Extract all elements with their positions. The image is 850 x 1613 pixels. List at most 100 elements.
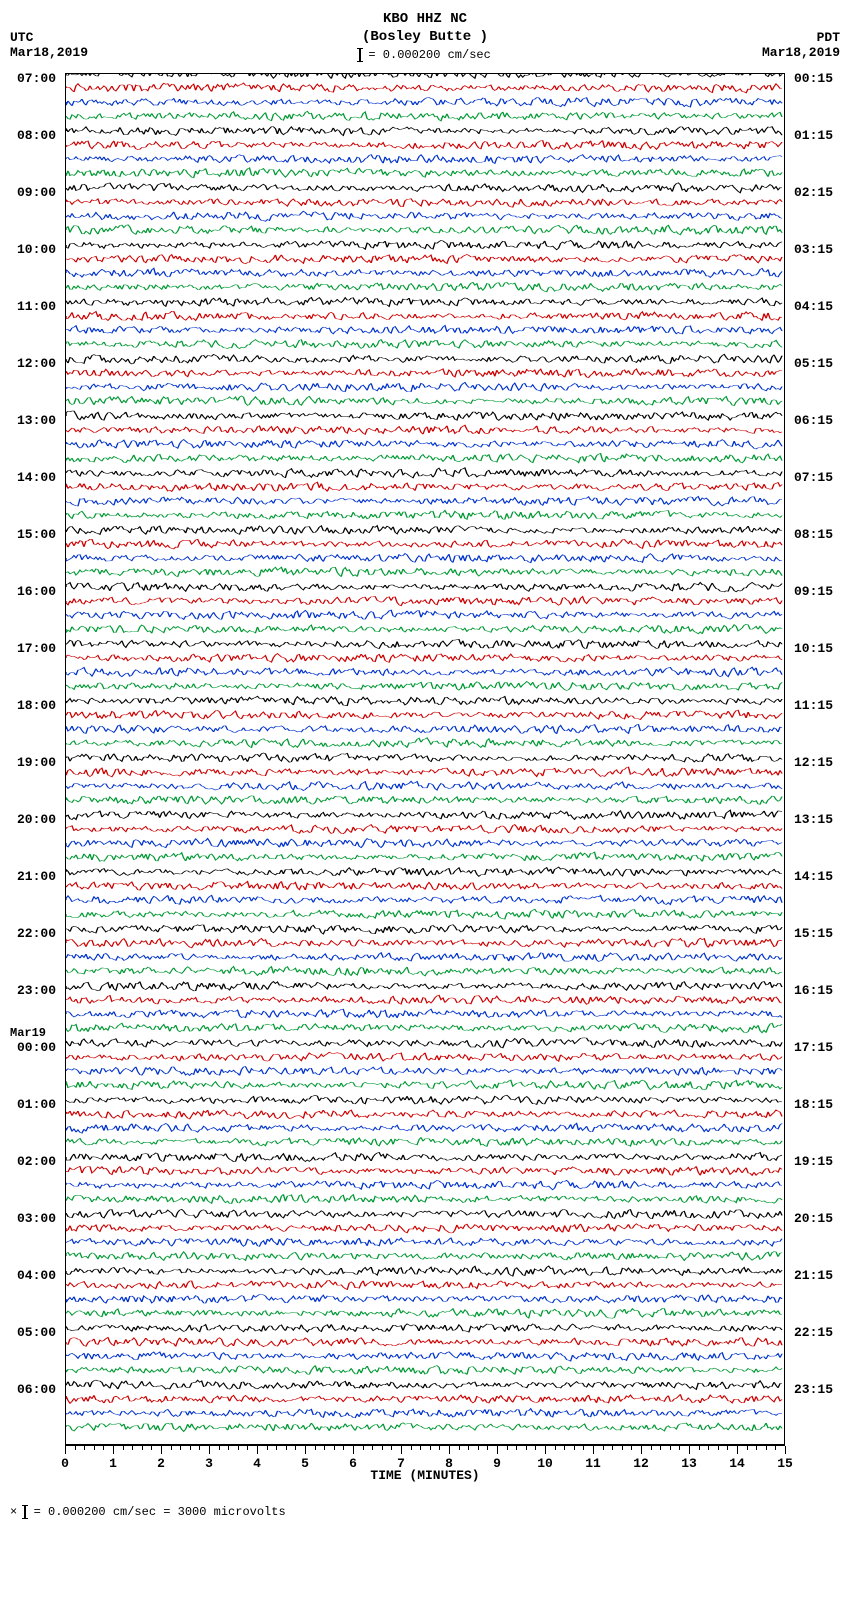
plot-wrap: 07:0008:0009:0010:0011:0012:0013:0014:00… bbox=[10, 73, 840, 1445]
trace-row bbox=[66, 295, 784, 309]
trace-row bbox=[66, 266, 784, 280]
trace-row bbox=[66, 808, 784, 822]
right-hour-label: 10:15 bbox=[794, 641, 833, 656]
trace-row bbox=[66, 1135, 784, 1149]
trace-row bbox=[66, 865, 784, 879]
left-hour-label: 11:00 bbox=[17, 299, 56, 314]
trace-row bbox=[66, 1221, 784, 1235]
trace-row bbox=[66, 1093, 784, 1107]
left-hour-label: 01:00 bbox=[17, 1097, 56, 1112]
left-hour-label: 07:00 bbox=[17, 71, 56, 86]
x-tick-label: 0 bbox=[61, 1456, 69, 1471]
left-hour-label: 13:00 bbox=[17, 413, 56, 428]
trace-row bbox=[66, 964, 784, 978]
scale-text: = 0.000200 cm/sec bbox=[368, 49, 490, 63]
right-hour-label: 17:15 bbox=[794, 1040, 833, 1055]
right-hour-label: 11:15 bbox=[794, 698, 833, 713]
trace-row bbox=[66, 409, 784, 423]
x-tick-label: 14 bbox=[729, 1456, 745, 1471]
x-tick-label: 5 bbox=[301, 1456, 309, 1471]
footer: × = 0.000200 cm/sec = 3000 microvolts bbox=[10, 1505, 840, 1519]
trace-row bbox=[66, 850, 784, 864]
left-hour-label: 03:00 bbox=[17, 1211, 56, 1226]
trace-row bbox=[66, 594, 784, 608]
left-hour-label: 02:00 bbox=[17, 1154, 56, 1169]
trace-row bbox=[66, 708, 784, 722]
right-hour-label: 14:15 bbox=[794, 869, 833, 884]
right-hour-label: 03:15 bbox=[794, 242, 833, 257]
trace-row bbox=[66, 166, 784, 180]
right-hour-label: 09:15 bbox=[794, 584, 833, 599]
left-hour-label: 20:00 bbox=[17, 812, 56, 827]
right-hour-label: 05:15 bbox=[794, 356, 833, 371]
trace-row bbox=[66, 1420, 784, 1434]
trace-row bbox=[66, 124, 784, 138]
trace-row bbox=[66, 1306, 784, 1320]
trace-row bbox=[66, 1050, 784, 1064]
left-hour-label: 19:00 bbox=[17, 755, 56, 770]
trace-row bbox=[66, 352, 784, 366]
trace-row bbox=[66, 508, 784, 522]
left-hour-label: 00:00 bbox=[17, 1040, 56, 1055]
trace-row bbox=[66, 109, 784, 123]
trace-row bbox=[66, 1264, 784, 1278]
x-axis-line: 0123456789101112131415 bbox=[65, 1445, 785, 1446]
trace-row bbox=[66, 580, 784, 594]
station-location: (Bosley Butte ) bbox=[10, 28, 840, 46]
trace-row bbox=[66, 209, 784, 223]
trace-row bbox=[66, 993, 784, 1007]
utc-tz: UTC bbox=[10, 30, 88, 45]
right-hour-label: 01:15 bbox=[794, 128, 833, 143]
trace-row bbox=[66, 366, 784, 380]
trace-row bbox=[66, 309, 784, 323]
trace-row bbox=[66, 1321, 784, 1335]
trace-row bbox=[66, 1235, 784, 1249]
station-code: KBO HHZ NC bbox=[10, 10, 840, 28]
x-tick-label: 15 bbox=[777, 1456, 793, 1471]
trace-row bbox=[66, 822, 784, 836]
trace-row bbox=[66, 879, 784, 893]
trace-row bbox=[66, 979, 784, 993]
pdt-date: Mar18,2019 bbox=[762, 45, 840, 60]
x-axis-title: TIME (MINUTES) bbox=[65, 1468, 785, 1483]
right-hour-label: 21:15 bbox=[794, 1268, 833, 1283]
right-hour-label: 18:15 bbox=[794, 1097, 833, 1112]
trace-row bbox=[66, 1121, 784, 1135]
left-hour-label: 10:00 bbox=[17, 242, 56, 257]
trace-row bbox=[66, 893, 784, 907]
trace-row bbox=[66, 637, 784, 651]
left-hour-label: 09:00 bbox=[17, 185, 56, 200]
trace-row bbox=[66, 779, 784, 793]
left-hour-label: 15:00 bbox=[17, 527, 56, 542]
left-hour-label: 21:00 bbox=[17, 869, 56, 884]
trace-row bbox=[66, 1406, 784, 1420]
right-hour-label: 22:15 bbox=[794, 1325, 833, 1340]
left-hour-label: 23:00 bbox=[17, 983, 56, 998]
x-tick-label: 4 bbox=[253, 1456, 261, 1471]
right-hour-label: 19:15 bbox=[794, 1154, 833, 1169]
footer-text: = 0.000200 cm/sec = 3000 microvolts bbox=[34, 1505, 286, 1519]
header: KBO HHZ NC (Bosley Butte ) bbox=[10, 10, 840, 46]
x-tick-label: 2 bbox=[157, 1456, 165, 1471]
right-hour-label: 13:15 bbox=[794, 812, 833, 827]
trace-row bbox=[66, 380, 784, 394]
pdt-tz: PDT bbox=[762, 30, 840, 45]
trace-row bbox=[66, 936, 784, 950]
trace-row bbox=[66, 1150, 784, 1164]
trace-row bbox=[66, 466, 784, 480]
trace-row bbox=[66, 765, 784, 779]
trace-row bbox=[66, 793, 784, 807]
x-tick-label: 11 bbox=[585, 1456, 601, 1471]
left-hour-label: 08:00 bbox=[17, 128, 56, 143]
trace-row bbox=[66, 81, 784, 95]
top-left-label: UTC Mar18,2019 bbox=[10, 30, 88, 60]
trace-row bbox=[66, 337, 784, 351]
right-hour-label: 15:15 bbox=[794, 926, 833, 941]
right-hour-label: 12:15 bbox=[794, 755, 833, 770]
trace-row bbox=[66, 1292, 784, 1306]
trace-row bbox=[66, 1178, 784, 1192]
trace-row bbox=[66, 280, 784, 294]
trace-row bbox=[66, 622, 784, 636]
trace-row bbox=[66, 1192, 784, 1206]
x-tick-label: 10 bbox=[537, 1456, 553, 1471]
